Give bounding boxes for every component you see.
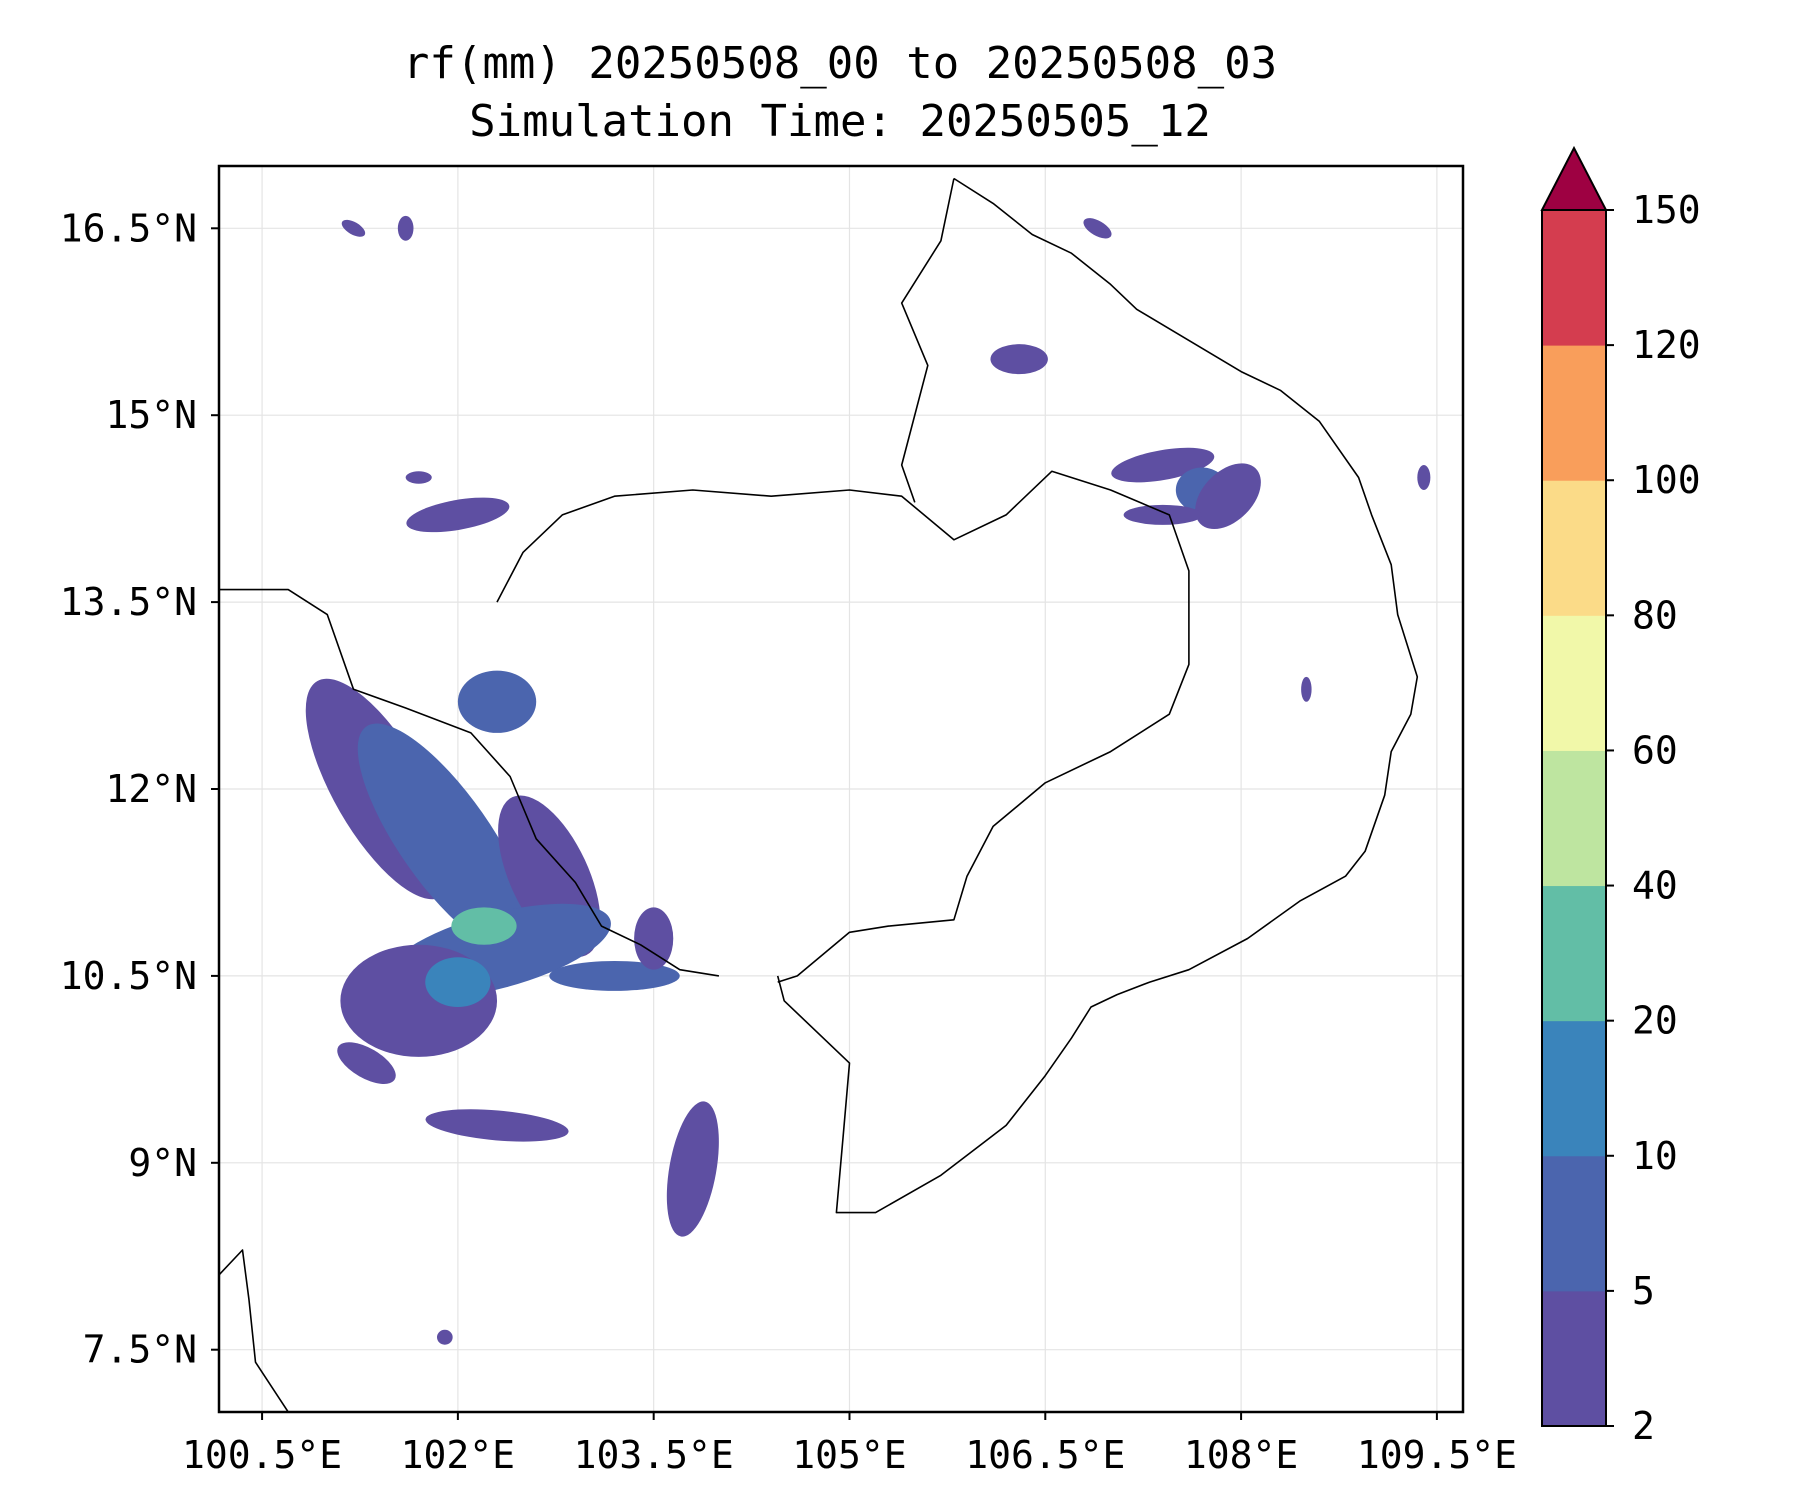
colorbar-tick-label: 100 [1632, 458, 1701, 502]
colorbar-extend-arrow [1540, 145, 1608, 211]
y-tick-label: 15°N [105, 393, 197, 437]
vietnam-coastline [776, 177, 1419, 1214]
y-tick-label: 10.5°N [60, 954, 197, 998]
x-tick-label: 103.5°E [574, 1433, 734, 1477]
colorbar-segment [1542, 750, 1606, 887]
rain-patch [1301, 676, 1312, 702]
y-tick-label: 7.5°N [83, 1328, 197, 1372]
colorbar-tick-label: 5 [1632, 1269, 1655, 1313]
colorbar-tick-label: 150 [1632, 188, 1701, 232]
gridlines [219, 166, 1463, 1412]
plot-title-line2: Simulation Time: 20250505_12 [469, 96, 1211, 147]
y-tick-label: 12°N [105, 767, 197, 811]
colorbar-segment [1542, 480, 1606, 616]
colorbar-segment [1542, 345, 1606, 481]
rain-patch [457, 670, 537, 733]
rain-patch [337, 1042, 396, 1084]
thailand-coast [219, 588, 720, 977]
rain-patch [990, 344, 1048, 375]
colorbar-tick-label: 120 [1632, 323, 1701, 367]
colorbar-segment [1542, 1020, 1606, 1157]
cambodia-border [496, 470, 1190, 983]
x-tick-label: 100.5°E [182, 1433, 342, 1477]
malay-coast [219, 1249, 289, 1412]
colorbar-tick-label: 10 [1632, 1134, 1678, 1178]
colorbar-tick-label: 40 [1632, 864, 1678, 908]
latitude-ticks: 7.5°N 9°N 10.5°N 12°N 13.5°N 15°N 16.5°N [60, 206, 219, 1372]
rain-patch [406, 497, 510, 533]
x-tick-label: 108°E [1184, 1433, 1298, 1477]
colorbar-frame [1541, 210, 1607, 1427]
colorbar-tick-label: 20 [1632, 999, 1678, 1043]
x-tick-label: 106.5°E [965, 1433, 1125, 1477]
rain-patch [405, 471, 432, 484]
x-tick-label: 102°E [401, 1433, 515, 1477]
laos-border [900, 178, 955, 503]
rain-patch [357, 723, 532, 955]
longitude-ticks: 100.5°E 102°E 103.5°E 105°E 106.5°E 108°E 109.… [182, 1412, 1517, 1477]
rain-patch [425, 957, 491, 1008]
x-tick-label: 109.5°E [1357, 1433, 1517, 1477]
colorbar-segment [1542, 210, 1606, 346]
colorbar-tick-label: 60 [1632, 728, 1678, 772]
x-tick-label: 105°E [792, 1433, 906, 1477]
colorbar-segment [1542, 615, 1606, 751]
colorbar-segment [1542, 1290, 1606, 1427]
coastlines-borders [219, 177, 1419, 1412]
rain-patch [341, 219, 366, 237]
rain-patch [666, 1101, 719, 1237]
colorbar: 2 5 10 20 40 60 80 100 120 150 [1540, 145, 1701, 1448]
y-tick-label: 13.5°N [60, 580, 197, 624]
colorbar-segment [1542, 885, 1606, 1022]
rain-patch [425, 1109, 569, 1142]
rain-patch [436, 1329, 453, 1345]
rain-patch [397, 215, 414, 241]
colorbar-tick-label: 80 [1632, 593, 1678, 637]
rain-patch [1417, 465, 1431, 490]
rainfall-field [305, 215, 1431, 1345]
colorbar-segment [1542, 1155, 1606, 1292]
rain-patch [549, 960, 680, 991]
rain-patch [451, 907, 517, 945]
rain-patch [1195, 463, 1261, 530]
plot-title-line1: rf(mm) 20250508_00 to 20250508_03 [403, 38, 1277, 89]
y-tick-label: 16.5°N [60, 206, 197, 250]
colorbar-tick-label: 2 [1632, 1404, 1655, 1448]
rain-patch [634, 907, 674, 970]
y-tick-label: 9°N [128, 1141, 197, 1185]
rain-patch [1083, 218, 1112, 239]
rain-patch [1123, 504, 1202, 525]
